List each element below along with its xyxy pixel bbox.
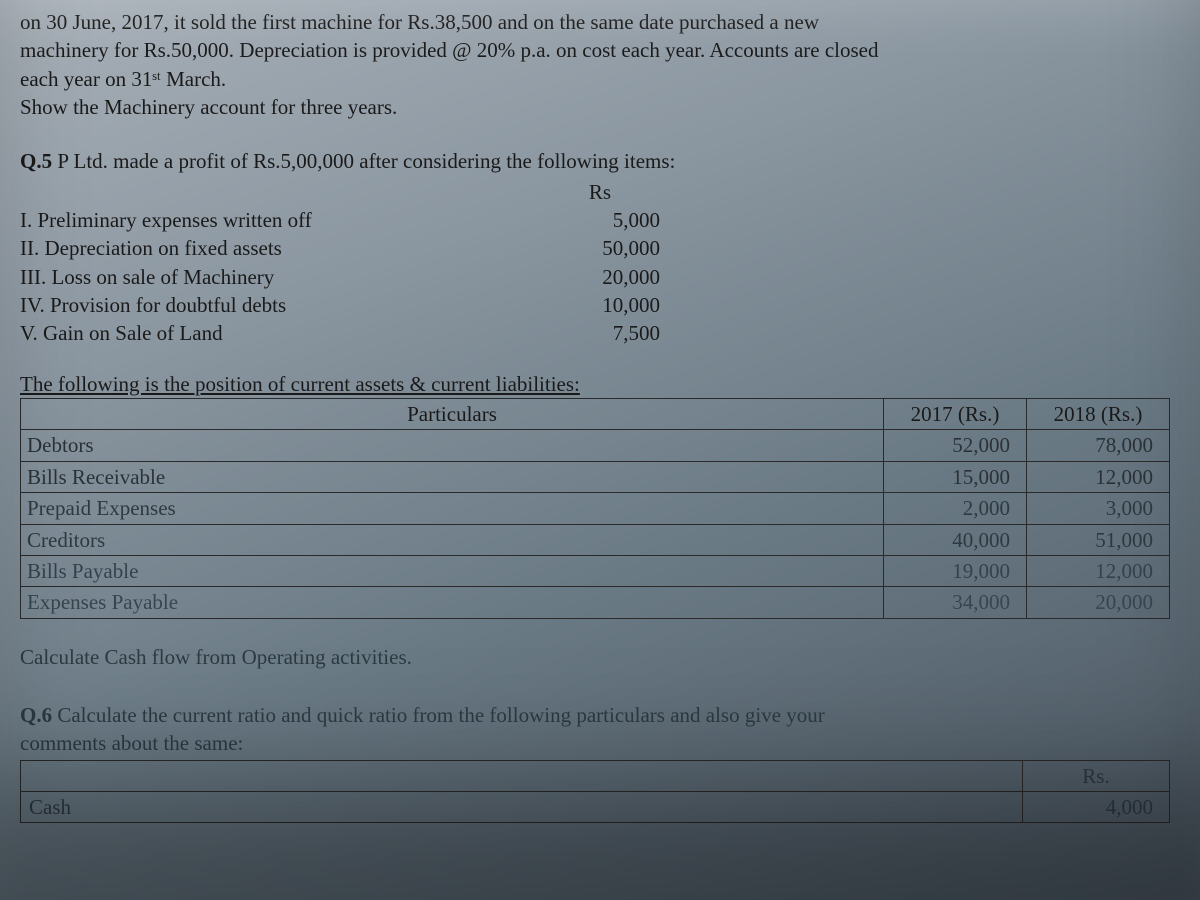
row-2017: 40,000 xyxy=(884,524,1027,555)
table-row: Prepaid Expenses 2,000 3,000 xyxy=(21,493,1170,524)
row-label: Debtors xyxy=(21,430,884,461)
q6-intro-line-1: Q.6 Calculate the current ratio and quic… xyxy=(20,701,1180,729)
item-value: 50,000 xyxy=(540,234,660,262)
rs-header: Rs xyxy=(540,178,660,206)
q5-table-intro: The following is the position of current… xyxy=(20,370,1180,398)
col-2017: 2017 (Rs.) xyxy=(884,399,1027,430)
row-label: Prepaid Expenses xyxy=(21,493,884,524)
row-2017: 2,000 xyxy=(884,493,1027,524)
item-value: 10,000 xyxy=(540,291,660,319)
q5-items: I. Preliminary expenses written off II. … xyxy=(20,178,1180,348)
empty-cell xyxy=(21,760,1023,791)
item-label: I. Preliminary expenses written off xyxy=(20,206,540,234)
item-label: III. Loss on sale of Machinery xyxy=(20,263,540,291)
top-line-2: machinery for Rs.50,000. Depreciation is… xyxy=(20,36,1180,64)
item-value: 20,000 xyxy=(540,263,660,291)
q6-table: Rs. Cash 4,000 xyxy=(20,760,1170,824)
row-label: Bills Payable xyxy=(21,555,884,586)
row-label: Creditors xyxy=(21,524,884,555)
row-label: Bills Receivable xyxy=(21,461,884,492)
row-2018: 78,000 xyxy=(1027,430,1170,461)
q5-label: Q.5 xyxy=(20,149,52,173)
top-line-3: each year on 31ˢᵗ March. xyxy=(20,65,1180,93)
table-row: Bills Receivable 15,000 12,000 xyxy=(21,461,1170,492)
rs-header: Rs. xyxy=(1023,760,1170,791)
row-2018: 51,000 xyxy=(1027,524,1170,555)
table-row: Expenses Payable 34,000 20,000 xyxy=(21,587,1170,618)
row-2018: 12,000 xyxy=(1027,555,1170,586)
row-2018: 20,000 xyxy=(1027,587,1170,618)
question-5: Q.5 P Ltd. made a profit of Rs.5,00,000 … xyxy=(20,147,1180,671)
table-row: Creditors 40,000 51,000 xyxy=(21,524,1170,555)
q6-intro-1: Calculate the current ratio and quick ra… xyxy=(57,703,824,727)
item-label: II. Depreciation on fixed assets xyxy=(20,234,540,262)
top-paragraph: on 30 June, 2017, it sold the first mach… xyxy=(20,8,1180,121)
row-2018: 12,000 xyxy=(1027,461,1170,492)
q6-intro-2: comments about the same: xyxy=(20,729,1180,757)
q5-intro: P Ltd. made a profit of Rs.5,00,000 afte… xyxy=(57,149,675,173)
col-2018: 2018 (Rs.) xyxy=(1027,399,1170,430)
q5-table: Particulars 2017 (Rs.) 2018 (Rs.) Debtor… xyxy=(20,398,1170,618)
row-label: Expenses Payable xyxy=(21,587,884,618)
question-6: Q.6 Calculate the current ratio and quic… xyxy=(20,701,1180,823)
q5-items-values: Rs 5,000 50,000 20,000 10,000 7,500 xyxy=(540,178,660,348)
item-label: V. Gain on Sale of Land xyxy=(20,319,540,347)
q6-label: Q.6 xyxy=(20,703,52,727)
top-line-1: on 30 June, 2017, it sold the first mach… xyxy=(20,8,1180,36)
document-page: on 30 June, 2017, it sold the first mach… xyxy=(0,0,1200,823)
item-value: 5,000 xyxy=(540,206,660,234)
row-2017: 19,000 xyxy=(884,555,1027,586)
item-label: IV. Provision for doubtful debts xyxy=(20,291,540,319)
row-2018: 3,000 xyxy=(1027,493,1170,524)
col-particulars: Particulars xyxy=(21,399,884,430)
table-header-row: Rs. xyxy=(21,760,1170,791)
row-2017: 34,000 xyxy=(884,587,1027,618)
table-header-row: Particulars 2017 (Rs.) 2018 (Rs.) xyxy=(21,399,1170,430)
item-value: 7,500 xyxy=(540,319,660,347)
table-row: Bills Payable 19,000 12,000 xyxy=(21,555,1170,586)
row-label: Cash xyxy=(21,791,1023,822)
q5-intro-line: Q.5 P Ltd. made a profit of Rs.5,00,000 … xyxy=(20,147,1180,175)
q5-instruction: Calculate Cash flow from Operating activ… xyxy=(20,643,1180,671)
table-row: Debtors 52,000 78,000 xyxy=(21,430,1170,461)
q5-items-labels: I. Preliminary expenses written off II. … xyxy=(20,178,540,348)
row-value: 4,000 xyxy=(1023,791,1170,822)
table-row: Cash 4,000 xyxy=(21,791,1170,822)
row-2017: 52,000 xyxy=(884,430,1027,461)
top-line-4: Show the Machinery account for three yea… xyxy=(20,93,1180,121)
row-2017: 15,000 xyxy=(884,461,1027,492)
